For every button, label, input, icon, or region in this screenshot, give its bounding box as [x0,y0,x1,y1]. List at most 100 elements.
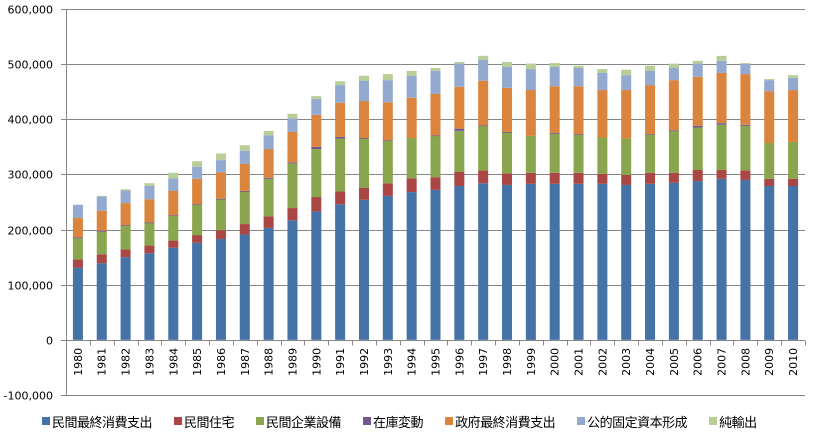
bar-segment-2-2000 [549,133,560,173]
bar-segment-3-2001 [573,134,584,135]
bar-segment-4-1995 [430,93,441,136]
bar-segment-6-1986 [215,153,226,161]
bar-segment-5-1991 [335,85,346,103]
bar-segment-0-2000 [549,183,560,340]
bar-segment-0-2002 [597,183,608,340]
bar-segment-5-2001 [573,68,584,87]
bar-segment-1-1980 [72,259,83,268]
bar-segment-6-1996 [454,61,465,64]
bar-segment-4-2000 [549,86,560,134]
bar-segment-1-2007 [716,170,727,179]
bar-segment-2-2010 [788,141,799,179]
bar-segment-0-1981 [96,263,107,340]
bar-segment-5-1981 [96,196,107,211]
bar-segment-4-1994 [406,97,417,139]
legend-label: 民間企業設備 [266,415,342,431]
bar-segment-6-1992 [358,75,369,81]
bar-segment-2-1995 [430,135,441,178]
x-tick-label: 2006 [692,348,705,376]
bar-segment-0-2003 [621,184,632,340]
bar-segment-5-1985 [192,166,203,179]
legend-label: 純輸出 [719,415,757,431]
bar-segment-0-1988 [263,227,274,340]
bar-segment-3-1982 [120,225,131,226]
bar-segment-5-2000 [549,66,560,87]
legend-swatch [709,417,718,425]
legend: 民間最終消費支出 民間住宅 民間企業設備 在庫変動 政府最終消費支出 公的固定資本形成 純輸… [42,410,812,432]
bar-segment-4-1996 [454,86,465,129]
bar-segment-3-1983 [144,222,155,224]
bar-segment-5-1986 [215,160,226,173]
legend-swatch [363,417,372,425]
y-tick-label: 300,000 [8,169,54,182]
bar-segment-1-1989 [287,208,298,221]
x-tick-label: 2010 [787,348,800,376]
x-tick-label: 1994 [406,348,419,376]
x-axis-tick-labels: 1980 1981 1982 1983 1984 1985 1986 1987 1988 1989… [72,348,800,376]
bar-segment-5-1993 [382,80,393,103]
bar-segment-5-2008 [740,63,751,75]
bar-segment-0-1996 [454,186,465,340]
bar-segment-2-2009 [764,142,775,179]
x-tick-label: 1999 [525,348,538,376]
bar-segment-3-1996 [454,128,465,131]
bar-segment-6-2010 [788,75,799,78]
bar-segment-1-1982 [120,249,131,258]
bar-segment-5-2005 [668,68,679,81]
y-tick-label: 200,000 [8,225,54,238]
bar-segment-1-1987 [239,224,250,235]
bar-segment-2-1990 [311,149,322,198]
bar-segment-3-2006 [692,125,703,128]
legend-label: 在庫変動 [373,415,424,431]
x-tick-label: 1990 [310,348,323,376]
bar-segment-2-1989 [287,163,298,209]
bar-segment-1-1999 [525,172,536,184]
x-tick-label: 1989 [286,348,299,376]
bar-segment-5-2007 [716,60,727,73]
bar-segment-1-2006 [692,170,703,182]
bar-segment-4-1980 [72,217,83,238]
bar-segment-5-2006 [692,63,703,77]
bar-segment-0-2007 [716,178,727,340]
bar-segment-5-1990 [311,98,322,115]
x-tick-label: 2004 [644,348,657,376]
bar-segment-1-2000 [549,172,560,184]
bar-segment-2-1991 [335,138,346,192]
legend-swatch [256,417,265,425]
bar-segment-4-1990 [311,114,322,147]
x-tick-label: 1996 [453,348,466,376]
bar-segment-2-1980 [72,238,83,260]
bar-segment-6-2000 [549,63,560,67]
bar-segment-1-1988 [263,216,274,228]
legend-swatch [445,417,454,425]
bar-segment-3-2007 [716,123,727,125]
bar-segment-1-2009 [764,178,775,187]
bar-segment-4-1982 [120,203,131,226]
bar-segment-5-1989 [287,118,298,132]
legend-swatch [42,417,50,425]
x-tick-label: 1985 [191,348,204,376]
x-tick-label: 1998 [501,348,514,376]
bar-segment-2-1987 [239,191,250,225]
bar-segment-0-2006 [692,181,703,340]
legend-label: 公的固定資本形成 [587,415,688,431]
bar-segment-2-2006 [692,127,703,171]
bar-segment-3-2008 [740,124,751,126]
bar-segment-0-1994 [406,192,417,340]
bar-segment-1-2008 [740,170,751,180]
bar-segment-4-1981 [96,210,107,231]
legend-label: 民間最終消費支出 [52,415,153,431]
x-tick-label: 1988 [263,348,276,376]
bar-segment-0-2004 [645,183,656,340]
x-tick-label: 2005 [668,348,681,376]
bar-segment-0-2001 [573,183,584,340]
bar-segment-4-1984 [168,190,179,216]
x-tick-label: 2003 [620,348,633,376]
bar-segment-3-1988 [263,177,274,179]
bar-segment-0-1995 [430,189,441,340]
bar-segment-0-1980 [72,267,83,340]
bar-segment-6-2009 [764,79,775,81]
bar-segment-6-1995 [430,68,441,71]
bar-segment-2-1993 [382,140,393,184]
bar-segment-4-1999 [525,90,536,136]
